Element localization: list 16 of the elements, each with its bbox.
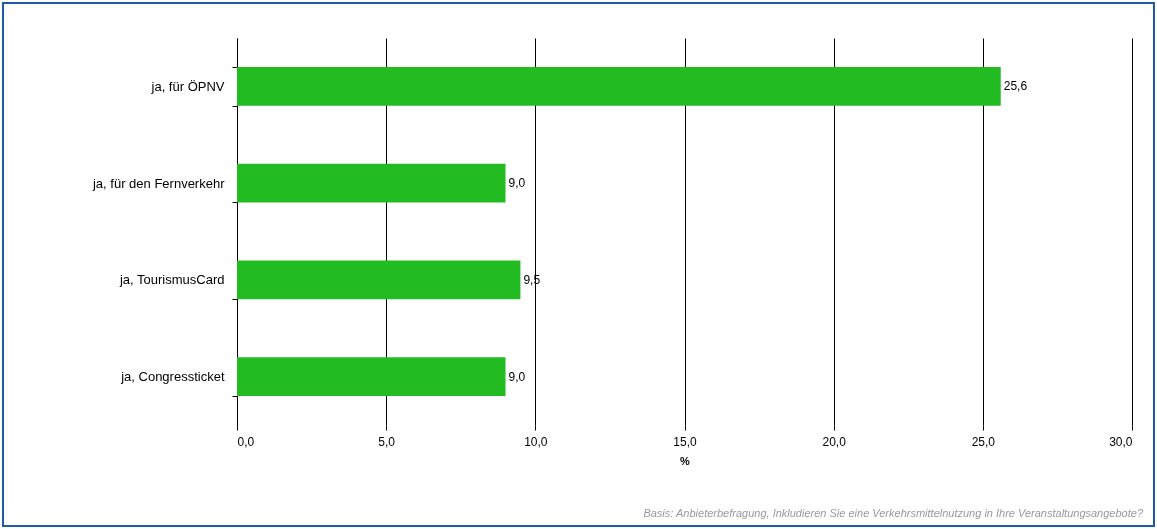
x-tick-label: 0,0 [237,434,255,449]
x-tick-label: 15,0 [673,434,697,449]
x-tick-label: 20,0 [822,434,847,449]
y-tick-label: ja, für den Fernverkehr [91,175,226,191]
x-tick-label: 25,0 [971,434,996,449]
y-tick-label: ja, für ÖPNV [150,78,225,94]
data-label: 9,0 [508,369,526,384]
x-tick-label: 10,0 [524,434,548,449]
y-tick-label: ja, TourismusCard [118,272,225,288]
data-label: 9,0 [508,176,526,191]
x-tick-label: 5,0 [378,434,396,449]
y-tick-label: ja, Congressticket [120,369,225,385]
x-axis-title: % [680,454,691,467]
data-label: 25,6 [1003,79,1028,94]
x-tick-label: 30,0 [1109,434,1133,449]
text: Basis: Anbieterbefragung, Inkludieren Sie eine Verkehrsmittelnutzung in Ihre Veranstaltungsangebote? [643,507,1143,519]
